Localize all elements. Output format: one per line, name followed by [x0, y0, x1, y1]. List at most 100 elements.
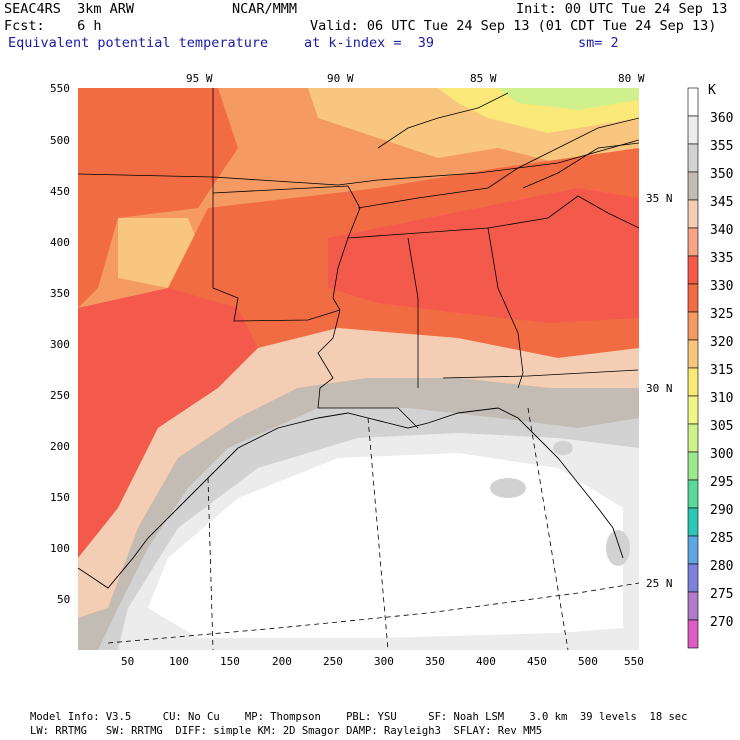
state-border [332, 185, 361, 311]
field-band-330 [328, 188, 639, 323]
y-tick-label: 500 [50, 134, 70, 147]
colorbar-swatch [687, 423, 699, 453]
model-info-line1: Model Info: V3.5 CU: No Cu MP: Thompson … [30, 711, 688, 723]
y-tick-label: 350 [50, 287, 70, 300]
colorbar-unit: K [708, 83, 716, 98]
colorbar-swatch [687, 451, 699, 481]
colorbar-label: 335 [710, 251, 733, 266]
graticule-line [207, 477, 214, 650]
field-name: Equivalent potential temperature [8, 35, 269, 51]
colorbar-swatch [687, 311, 699, 341]
state-border [522, 142, 639, 189]
state-border [487, 195, 639, 229]
y-tick-label: 200 [50, 440, 70, 453]
init-time: Init: 00 UTC Tue 24 Sep 13 [516, 1, 728, 17]
state-border [442, 369, 639, 379]
lat-label: 30 N [646, 382, 673, 395]
field-band-360 [148, 453, 623, 638]
x-tick-label: 250 [323, 655, 343, 668]
colorbar-label: 290 [710, 503, 733, 518]
valid-time: Valid: 06 UTC Tue 24 Sep 13 (01 CDT Tue … [310, 18, 717, 34]
y-tick-label: 550 [50, 82, 70, 95]
state-border [377, 92, 509, 149]
colorbar-swatch [687, 395, 699, 425]
colorbar-swatch [687, 563, 699, 593]
level-index: at k-index = 39 [304, 35, 435, 51]
graticule-line [367, 417, 389, 650]
y-tick-label: 250 [50, 389, 70, 402]
field-cell [490, 478, 526, 498]
colorbar-label: 270 [710, 615, 733, 630]
field-cell [553, 441, 573, 455]
colorbar-swatch [687, 619, 699, 649]
colorbar-label: 300 [710, 447, 733, 462]
x-tick-label: 150 [220, 655, 240, 668]
colorbar-label: 295 [710, 475, 733, 490]
x-tick-label: 450 [527, 655, 547, 668]
colorbar: K 360 355 350 345 340 335 330 325 320 31… [687, 83, 733, 649]
colorbar-swatch [687, 283, 699, 313]
theta-e-map [78, 88, 639, 650]
x-tick-label: 350 [425, 655, 445, 668]
field-band-335-south [78, 288, 258, 558]
field-cell [606, 530, 630, 566]
colorbar-swatch [687, 199, 699, 229]
model-title: SEAC4RS 3km ARW [4, 1, 135, 17]
colorbar-label: 315 [710, 363, 733, 378]
x-tick-label: 500 [578, 655, 598, 668]
y-tick-label: 50 [57, 593, 71, 606]
forecast-hour: Fcst: 6 h [4, 18, 102, 34]
colorbar-label: 330 [710, 279, 733, 294]
x-tick-label: 550 [624, 655, 644, 668]
state-border [407, 237, 419, 388]
graticule [107, 407, 639, 650]
colorbar-label: 340 [710, 223, 733, 238]
state-border [317, 309, 419, 429]
colorbar-swatch [687, 535, 699, 565]
y-tick-label: 100 [50, 542, 70, 555]
lon-label: 80 W [618, 72, 645, 85]
colorbar-label: 285 [710, 531, 733, 546]
lat-label: 25 N [646, 577, 673, 590]
y-tick-label: 400 [50, 236, 70, 249]
colorbar-label: 350 [710, 167, 733, 182]
colorbar-label: 345 [710, 195, 733, 210]
colorbar-label: 305 [710, 419, 733, 434]
field-band-325-west [78, 88, 238, 308]
colorbar-swatch [687, 339, 699, 369]
x-tick-label: 50 [121, 655, 135, 668]
colorbar-label: 275 [710, 587, 733, 602]
state-border [212, 185, 349, 194]
colorbar-swatch [687, 227, 699, 257]
y-tick-label: 300 [50, 338, 70, 351]
colorbar-label: 280 [710, 559, 733, 574]
x-tick-label: 400 [476, 655, 496, 668]
colorbar-swatch [687, 507, 699, 537]
colorbar-label: 320 [710, 335, 733, 350]
lon-label: 90 W [327, 72, 354, 85]
colorbar-label: 355 [710, 139, 733, 154]
lon-label: 95 W [186, 72, 213, 85]
colorbar-swatch [687, 367, 699, 397]
colorbar-label: 325 [710, 307, 733, 322]
y-tick-label: 450 [50, 185, 70, 198]
x-tick-label: 100 [169, 655, 189, 668]
y-tick-label: 150 [50, 491, 70, 504]
state-border [347, 227, 524, 389]
state-borders [78, 88, 639, 429]
lat-label: 35 N [646, 192, 673, 205]
colorbar-swatch [687, 115, 699, 145]
colorbar-swatch [687, 255, 699, 285]
field-band-300 [498, 88, 639, 110]
state-border [357, 117, 639, 209]
colorbar-swatch [687, 87, 699, 117]
colorbar-label: 310 [710, 391, 733, 406]
colorbar-swatch [687, 479, 699, 509]
state-border [212, 88, 341, 322]
colorbar-label: 360 [710, 111, 733, 126]
colorbar-swatch [687, 591, 699, 621]
x-tick-label: 300 [374, 655, 394, 668]
colorbar-swatch [687, 171, 699, 201]
model-info-line2: LW: RRTMG SW: RRTMG DIFF: simple KM: 2D … [30, 725, 543, 737]
coastline [78, 407, 624, 589]
